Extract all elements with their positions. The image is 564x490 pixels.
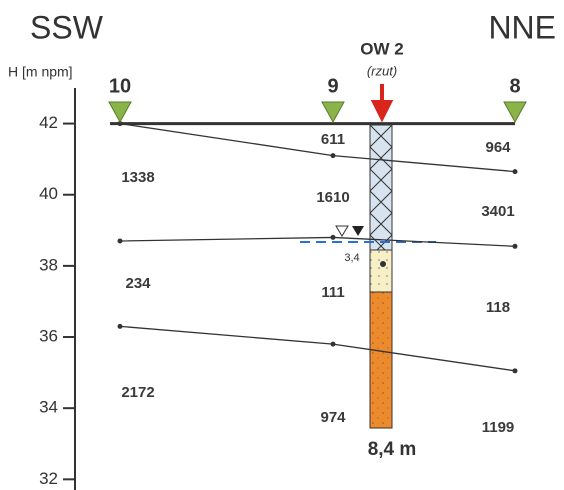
well-note: (rzut) <box>367 63 397 78</box>
resistivity: 118 <box>486 299 510 316</box>
axis-label: H [m npm] <box>8 64 73 80</box>
resistivity: 3401 <box>481 203 514 220</box>
boundary-point <box>513 244 518 249</box>
resistivity: 234 <box>125 275 151 292</box>
tick-label: 34 <box>39 398 58 417</box>
well-casing <box>370 125 392 250</box>
left-direction: SSW <box>30 9 104 45</box>
resistivity: 1610 <box>316 189 349 206</box>
resistivity: 1338 <box>121 169 154 186</box>
resistivity: 964 <box>485 139 511 156</box>
boundary-point <box>331 235 336 240</box>
tick-label: 42 <box>39 113 58 132</box>
well-name: OW 2 <box>360 39 403 58</box>
tick-label: 40 <box>39 184 58 203</box>
tick-label: 38 <box>39 255 58 274</box>
layer-boundary <box>120 326 515 370</box>
boundary-point <box>513 169 518 174</box>
tick-label: 36 <box>39 327 58 346</box>
sounding-marker <box>504 102 526 122</box>
water-symbol-open <box>336 226 348 236</box>
boundary-point <box>118 238 123 243</box>
resistivity: 2172 <box>121 384 154 401</box>
resistivity: 611 <box>321 131 345 148</box>
sounding-label: 10 <box>109 75 131 97</box>
resistivity: 1199 <box>482 419 515 436</box>
sounding-marker <box>322 102 344 122</box>
well-sand-fine <box>370 250 392 292</box>
sounding-marker <box>109 102 131 122</box>
well-gravel <box>380 261 386 267</box>
tick-label: 32 <box>39 469 58 488</box>
well-arrow <box>374 84 390 118</box>
water-symbol-filled <box>352 226 364 236</box>
water-depth-label: 3,4 <box>344 252 359 264</box>
right-direction: NNE <box>488 9 556 45</box>
resistivity: 111 <box>321 284 344 301</box>
sounding-label: 9 <box>327 75 338 97</box>
well-depth-label: 8,4 m <box>368 439 417 460</box>
boundary-point <box>513 368 518 373</box>
boundary-point <box>331 342 336 347</box>
boundary-point <box>118 324 123 329</box>
cross-section: SSW NNE H [m npm] OW 2 (rzut) 3,4 8,4 m … <box>0 0 564 490</box>
sounding-label: 8 <box>509 75 520 97</box>
resistivity: 974 <box>320 409 346 426</box>
well-sand <box>370 292 392 428</box>
boundary-point <box>331 153 336 158</box>
layer-boundary <box>120 124 515 172</box>
